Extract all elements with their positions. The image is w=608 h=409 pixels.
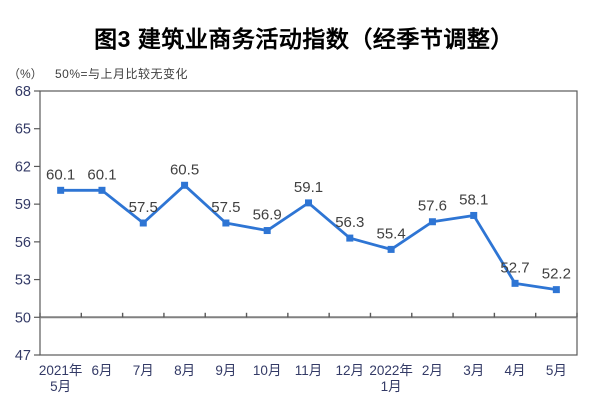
data-point-marker <box>57 186 65 194</box>
data-point-label: 56.9 <box>253 207 282 224</box>
data-point-label: 60.1 <box>87 166 116 183</box>
data-point-label: 57.5 <box>211 199 240 216</box>
data-point-marker <box>222 219 230 227</box>
x-axis-label: 2月 <box>422 363 443 378</box>
data-point-marker <box>387 245 395 253</box>
y-axis-tick-label: 56 <box>15 235 31 251</box>
data-point-marker <box>470 211 478 219</box>
y-axis-tick-label: 50 <box>15 310 31 326</box>
chart-title: 图3 建筑业商务活动指数（经季节调整） <box>94 26 514 52</box>
data-point-label: 59.1 <box>294 179 323 196</box>
x-axis-label: 11月 <box>295 363 323 378</box>
reference-line-note: 50%=与上月比较无变化 <box>55 67 189 81</box>
data-point-marker <box>428 218 436 226</box>
data-point-marker <box>305 199 312 207</box>
data-point-marker <box>552 286 560 294</box>
x-axis-label: 9月 <box>215 363 236 378</box>
y-axis-tick-label: 53 <box>15 273 31 289</box>
data-point-marker <box>139 219 147 227</box>
y-axis-tick-label: 62 <box>15 159 31 175</box>
data-point-label: 57.6 <box>418 198 447 215</box>
data-point-label: 60.1 <box>46 166 75 183</box>
y-axis-unit-label: （%） <box>8 67 43 81</box>
x-axis-label: 4月 <box>505 363 526 378</box>
y-axis-tick-label: 65 <box>15 122 31 138</box>
x-axis-label: 12月 <box>336 363 365 378</box>
data-point-label: 60.5 <box>170 161 199 178</box>
x-axis-label: 6月 <box>91 363 112 378</box>
data-point-label: 55.4 <box>377 225 406 242</box>
x-axis-label: 1月 <box>381 379 402 394</box>
y-axis-tick-label: 47 <box>15 348 31 364</box>
data-point-label: 58.1 <box>459 191 488 208</box>
y-axis-tick-label: 68 <box>15 84 31 100</box>
x-axis-label: 8月 <box>174 363 195 378</box>
data-point-marker <box>98 186 106 194</box>
data-point-marker <box>181 181 189 189</box>
x-axis-label: 5月 <box>50 379 71 394</box>
data-point-marker <box>346 234 354 242</box>
data-point-label: 57.5 <box>129 199 158 216</box>
data-point-label: 52.2 <box>542 266 571 283</box>
x-axis-label: 7月 <box>133 363 154 378</box>
data-point-label: 56.3 <box>335 214 364 231</box>
x-axis-label: 2022年 <box>369 363 413 378</box>
y-axis-tick-label: 59 <box>15 197 31 213</box>
x-axis-label: 3月 <box>463 363 484 378</box>
x-axis-label: 2021年 <box>39 363 83 378</box>
x-axis-label: 10月 <box>253 363 282 378</box>
data-point-label: 52.7 <box>500 259 529 276</box>
data-point-marker <box>263 227 271 235</box>
data-point-marker <box>511 279 519 287</box>
x-axis-label: 5月 <box>546 363 567 378</box>
plot-frame <box>39 90 578 356</box>
